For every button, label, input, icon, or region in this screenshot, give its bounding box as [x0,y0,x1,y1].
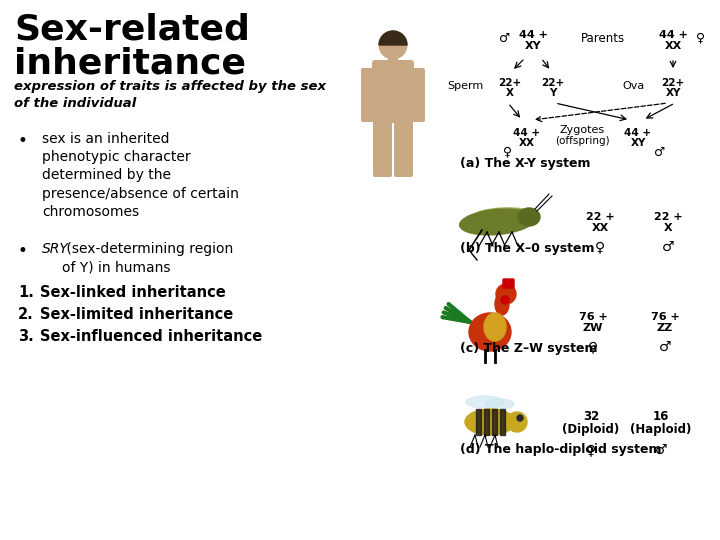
Text: ♂: ♂ [654,443,667,457]
Text: 32: 32 [583,410,599,423]
Ellipse shape [486,399,514,409]
Text: 2.: 2. [18,307,34,322]
Ellipse shape [518,208,540,226]
Ellipse shape [653,71,693,103]
Text: Zygotes: Zygotes [559,125,605,135]
Ellipse shape [646,204,690,240]
Text: •: • [18,242,28,260]
FancyBboxPatch shape [408,68,425,122]
Text: 1.: 1. [18,285,34,300]
Text: ♂: ♂ [500,31,510,44]
Text: XX: XX [591,224,608,233]
Ellipse shape [571,304,615,340]
Bar [492,409,497,435]
Circle shape [517,415,523,421]
Ellipse shape [505,120,549,154]
Text: XY: XY [665,87,680,98]
Ellipse shape [649,22,697,58]
Text: ZZ: ZZ [657,323,673,333]
Text: 44 +: 44 + [513,128,541,138]
Text: 76 +: 76 + [579,313,608,322]
Text: Sex-limited inheritance: Sex-limited inheritance [40,307,233,322]
Text: XY: XY [630,138,646,148]
Text: X: X [506,87,514,98]
Text: 16: 16 [653,410,669,423]
Circle shape [507,412,527,432]
Ellipse shape [484,313,506,341]
Text: (d) The haplo-diploid system: (d) The haplo-diploid system [460,443,662,456]
Ellipse shape [495,293,509,315]
Text: (a) The X-Y system: (a) The X-Y system [460,157,590,170]
Ellipse shape [643,304,687,340]
Circle shape [496,284,516,304]
Text: ♀: ♀ [588,340,598,354]
Text: SRY: SRY [42,242,69,256]
Text: ♂: ♂ [654,145,665,159]
Text: Sex-linked inheritance: Sex-linked inheritance [40,285,226,300]
Text: Sex-influenced inheritance: Sex-influenced inheritance [40,329,262,344]
Text: ♀: ♀ [503,145,513,159]
Text: Sperm: Sperm [448,81,484,91]
Text: (b) The X–0 system: (b) The X–0 system [460,242,595,255]
Text: sex is an inherited
phenotypic character
determined by the
presence/absence of c: sex is an inherited phenotypic character… [42,132,239,219]
FancyBboxPatch shape [394,115,413,177]
Text: ♂: ♂ [662,240,674,254]
Bar [484,409,489,435]
Text: 22 +: 22 + [585,213,614,222]
Ellipse shape [469,313,511,351]
Text: 44 +: 44 + [659,30,688,40]
Ellipse shape [466,396,504,408]
Text: 22+: 22+ [541,78,564,88]
Bar [388,45,398,65]
Ellipse shape [490,71,530,103]
Text: ♂: ♂ [659,340,671,354]
Text: Parents: Parents [581,31,625,44]
Text: ♀: ♀ [696,31,706,44]
Ellipse shape [566,401,616,443]
Text: 44 +: 44 + [518,30,547,40]
Wedge shape [379,31,407,45]
Text: XX: XX [519,138,535,148]
FancyBboxPatch shape [373,115,392,177]
Text: X: X [664,224,672,233]
Text: •: • [18,132,28,150]
Text: (c) The Z–W system: (c) The Z–W system [460,342,598,355]
Text: inheritance: inheritance [14,47,246,81]
Bar [500,409,505,435]
Circle shape [501,296,509,304]
Ellipse shape [578,204,622,240]
Text: ZW: ZW [582,323,603,333]
Ellipse shape [616,120,660,154]
Text: 22 +: 22 + [654,213,683,222]
Text: ♀: ♀ [595,240,605,254]
Text: 76 +: 76 + [651,313,680,322]
Text: 22+: 22+ [662,78,685,88]
Text: Y: Y [549,87,557,98]
Text: expression of traits is affected by the sex
of the individual: expression of traits is affected by the … [14,80,326,110]
Ellipse shape [636,401,686,443]
Ellipse shape [465,409,515,435]
FancyBboxPatch shape [503,279,514,288]
Text: Ova: Ova [623,81,645,91]
Ellipse shape [509,22,557,58]
Circle shape [379,31,407,59]
Text: 44 +: 44 + [624,128,652,138]
Ellipse shape [474,208,529,220]
Ellipse shape [533,71,573,103]
Text: 3.: 3. [18,329,34,344]
Text: (offspring): (offspring) [554,136,609,146]
Text: (sex-determining region
of Y) in humans: (sex-determining region of Y) in humans [62,242,233,274]
Text: 22+: 22+ [498,78,521,88]
Text: XX: XX [665,41,682,51]
Ellipse shape [459,209,534,235]
Text: ♀: ♀ [586,443,596,457]
Bar [476,409,481,435]
FancyBboxPatch shape [361,68,378,122]
FancyBboxPatch shape [372,60,414,123]
Text: XY: XY [525,41,541,51]
Text: (Haploid): (Haploid) [630,423,692,436]
Text: Sex-related: Sex-related [14,12,250,46]
Text: (Diploid): (Diploid) [562,423,620,436]
